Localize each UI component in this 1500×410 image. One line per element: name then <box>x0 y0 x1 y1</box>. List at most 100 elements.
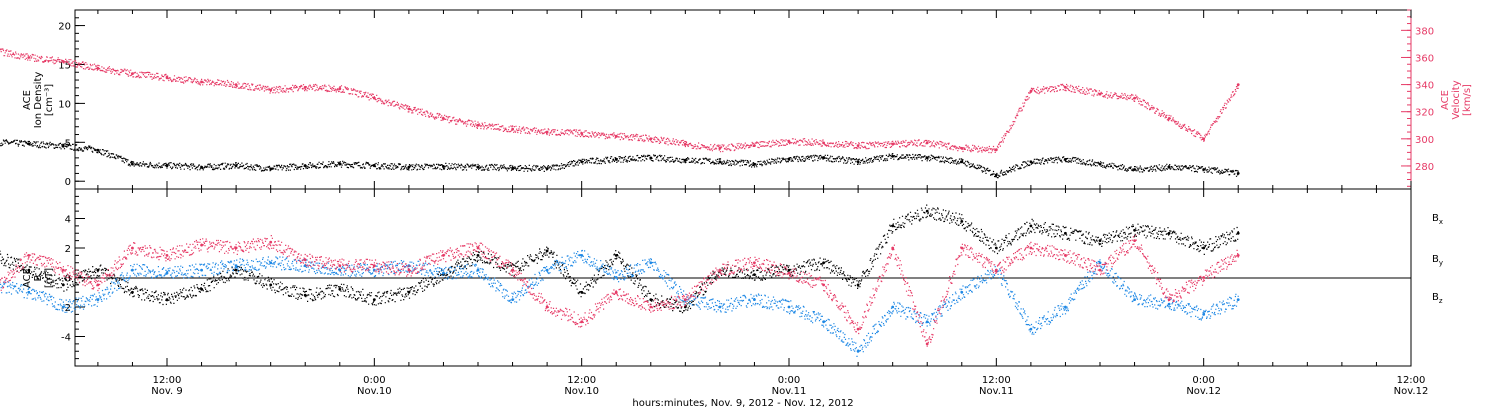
top-right-axis: 280 300 320 340 360 380 <box>1401 9 1434 189</box>
series-right <box>0 48 1240 154</box>
data-point <box>338 87 342 91</box>
y-tick-label: 380 <box>1415 26 1434 37</box>
series-left <box>0 139 1240 179</box>
series-scatter-cloud <box>0 48 1239 154</box>
data-point <box>338 287 342 291</box>
y-tick-label: 2 <box>65 244 71 255</box>
series-scatter-cloud <box>0 204 1239 314</box>
y-tick-label: 0 <box>65 177 71 188</box>
data-point <box>407 165 411 169</box>
y-tick-label: -2 <box>61 303 71 314</box>
bottom-left-axis-label: ACE B [nT] <box>22 268 55 288</box>
x-tick-date-label: Nov. 9 <box>151 386 182 397</box>
data-point <box>1167 231 1171 235</box>
bottom-legend: Bx By Bz <box>1432 213 1443 305</box>
data-point <box>1236 172 1240 175</box>
data-point <box>787 305 791 309</box>
top-left-label-line-2: Ion Density <box>33 72 44 129</box>
y-tick-label: 4 <box>65 215 71 226</box>
top-right-label-line-3: [km/s] <box>1462 84 1473 116</box>
data-point <box>1236 254 1240 257</box>
series-bz <box>0 234 1240 347</box>
data-point <box>1236 231 1240 235</box>
x-tick-time-label: 12:00 <box>567 375 596 386</box>
data-point <box>718 305 722 309</box>
data-point <box>856 160 860 164</box>
data-point <box>1202 313 1206 316</box>
x-tick-date-label: Nov.10 <box>357 386 392 397</box>
x-tick-date-label: Nov.12 <box>1186 386 1221 397</box>
y-tick-label: 360 <box>1415 53 1434 64</box>
data-point <box>269 240 273 244</box>
data-point <box>925 209 929 213</box>
data-point <box>27 268 31 272</box>
bottom-left-axis: -4 -2 0 2 4 <box>61 188 85 367</box>
data-point <box>1167 302 1171 306</box>
data-point <box>683 298 687 301</box>
x-tick-date-label: Nov.11 <box>979 386 1014 397</box>
x-tick-date-label: Nov.10 <box>564 386 599 397</box>
data-point <box>1029 246 1033 250</box>
y-tick-label: 300 <box>1415 135 1434 146</box>
legend-by: By <box>1432 254 1443 267</box>
x-tick-time-label: 12:00 <box>982 375 1011 386</box>
y-tick-label: 20 <box>58 22 71 33</box>
data-point <box>545 249 549 253</box>
top-left-axis-label: ACE Ion Density [cm⁻³] <box>22 72 55 129</box>
y-tick-label: 15 <box>58 60 71 71</box>
y-tick-label: 320 <box>1415 108 1434 119</box>
x-tick-time-label: 0:00 <box>363 375 385 386</box>
x-tick-time-label: 0:00 <box>1192 375 1214 386</box>
top-right-label-line-1: ACE <box>1440 90 1451 110</box>
data-point <box>200 268 204 272</box>
top-right-axis-label: ACE Velocity [km/s] <box>1440 80 1473 119</box>
data-point <box>1133 228 1136 232</box>
data-point <box>131 290 134 294</box>
data-point <box>753 261 756 265</box>
data-point <box>718 268 722 272</box>
legend-bx: Bx <box>1432 213 1443 226</box>
y-tick-label: 10 <box>58 99 71 110</box>
data-point <box>165 254 169 257</box>
bottom-panel-series <box>0 204 1240 357</box>
bottom-left-label-line-1: ACE <box>22 268 33 288</box>
data-point <box>1029 224 1033 228</box>
data-point <box>1133 298 1136 301</box>
x-tick-time-label: 12:00 <box>153 375 182 386</box>
data-point <box>718 146 722 150</box>
data-point <box>476 254 480 257</box>
data-point <box>960 220 964 223</box>
bottom-left-label-line-3: [nT] <box>44 268 55 288</box>
top-right-label-line-2: Velocity <box>1451 80 1462 119</box>
data-point <box>614 276 618 279</box>
data-point <box>1064 231 1067 235</box>
x-tick-time-label: 0:00 <box>778 375 800 386</box>
series-bx <box>0 204 1240 314</box>
data-point <box>856 283 860 287</box>
y-tick-label: 0 <box>65 274 71 285</box>
top-left-label-line-3: [cm⁻³] <box>44 84 55 116</box>
data-point <box>891 224 895 228</box>
x-tick-date-label: Nov.12 <box>1394 386 1429 397</box>
y-tick-label: -4 <box>61 333 71 344</box>
data-point <box>303 293 307 297</box>
x-tick-time-label: 12:00 <box>1397 375 1426 386</box>
x-axis-label: hours:minutes, Nov. 9, 2012 - Nov. 12, 2… <box>632 398 853 409</box>
series-scatter-cloud <box>0 139 1239 179</box>
legend-bz: Bz <box>1432 292 1443 305</box>
data-point <box>994 173 998 177</box>
data-point <box>1098 239 1102 243</box>
data-point <box>407 268 411 272</box>
series-scatter-cloud <box>0 234 1239 347</box>
data-point <box>787 268 791 272</box>
top-panel-series <box>0 48 1240 179</box>
series-scatter-cloud <box>0 249 1239 357</box>
series-by <box>0 249 1240 357</box>
bottom-left-label-line-2: B <box>33 274 44 281</box>
x-tick-date-label: Nov.11 <box>772 386 807 397</box>
top-left-label-line-1: ACE <box>22 90 33 110</box>
data-point <box>1064 305 1067 309</box>
